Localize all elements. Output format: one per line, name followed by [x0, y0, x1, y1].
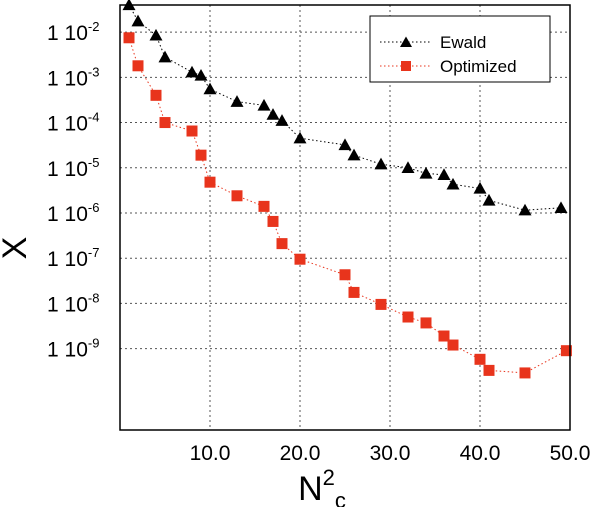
point-ewald: [185, 65, 199, 78]
point-ewald: [401, 161, 415, 173]
point-optimized: [186, 125, 198, 137]
y-tick-label: 1 10-3: [47, 64, 99, 90]
point-ewald: [158, 50, 172, 63]
y-tick-label: 1 10-2: [47, 19, 99, 45]
series-markers: [122, 0, 572, 379]
y-tick-labels: 1 10-2 1 10-3 1 10-4 1 10-5 1 10-6 1 10-7 1 10…: [47, 19, 99, 361]
point-optimized: [447, 339, 459, 351]
point-ewald: [266, 108, 280, 120]
x-tick-label: 10.0: [190, 442, 231, 465]
x-tick-label: 20.0: [280, 442, 321, 465]
point-optimized: [438, 330, 450, 342]
point-ewald: [230, 95, 244, 107]
point-optimized: [339, 269, 351, 281]
y-tick-label: 1 10-5: [47, 155, 99, 181]
point-optimized: [276, 238, 288, 250]
y-tick-label: 1 10-9: [47, 336, 99, 362]
point-ewald: [338, 138, 352, 151]
point-optimized: [348, 286, 360, 298]
point-optimized: [294, 253, 306, 265]
x-tick-label: 50.0: [550, 442, 591, 465]
point-ewald: [374, 157, 388, 170]
point-optimized: [483, 364, 495, 376]
point-optimized: [267, 215, 279, 227]
x-axis-label: N2c: [298, 465, 346, 507]
point-ewald: [347, 148, 361, 161]
point-ewald: [131, 14, 145, 27]
point-optimized: [150, 89, 162, 101]
point-ewald: [149, 28, 163, 41]
legend-ewald-label: Ewald: [440, 33, 486, 52]
point-ewald: [293, 131, 307, 144]
point-optimized: [560, 345, 572, 357]
x-tick-label: 40.0: [460, 442, 501, 465]
point-ewald: [419, 166, 433, 179]
plot-frame: [119, 4, 571, 431]
point-ewald: [554, 201, 568, 214]
point-optimized: [159, 117, 171, 129]
series-line-optimized: [128, 37, 567, 374]
x-tick-label: 30.0: [370, 442, 411, 465]
point-optimized: [519, 367, 531, 379]
point-optimized: [474, 353, 486, 365]
y-tick-label: 1 10-4: [47, 110, 99, 136]
point-ewald: [473, 181, 487, 194]
point-optimized: [195, 149, 207, 161]
point-ewald: [257, 98, 271, 111]
point-ewald: [437, 168, 451, 180]
point-optimized: [204, 176, 216, 188]
legend-ewald-marker: [400, 36, 412, 47]
point-ewald: [446, 177, 460, 190]
legend-optimized-marker: [401, 61, 411, 71]
point-optimized: [258, 200, 270, 212]
legend: Ewald Optimized: [369, 15, 551, 83]
point-ewald: [203, 82, 217, 95]
point-ewald: [482, 193, 496, 206]
point-optimized: [123, 32, 135, 44]
y-tick-label: 1 10-6: [47, 200, 99, 226]
y-tick-label: 1 10-8: [47, 290, 99, 316]
legend-box: [369, 15, 551, 83]
x-axis-label-sub: c: [335, 488, 346, 507]
x-axis-label-base: N: [298, 470, 323, 507]
x-tick-labels: 10.0 20.0 30.0 40.0 50.0: [190, 442, 591, 465]
point-optimized: [402, 311, 414, 323]
point-optimized: [420, 317, 432, 329]
point-ewald: [275, 114, 289, 126]
point-optimized: [231, 190, 243, 202]
point-optimized: [132, 60, 144, 72]
legend-optimized-label: Optimized: [440, 57, 517, 76]
point-ewald: [518, 203, 532, 216]
y-axis-label: X: [0, 237, 34, 260]
point-ewald: [194, 68, 208, 81]
y-tick-label: 1 10-7: [47, 245, 99, 271]
x-axis-label-sup: 2: [323, 465, 335, 490]
point-optimized: [375, 298, 387, 310]
